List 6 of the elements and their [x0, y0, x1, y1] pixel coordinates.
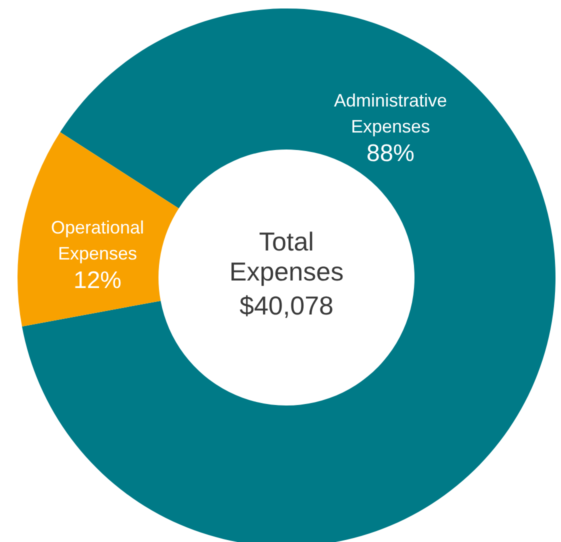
- data-label: 88%: [366, 140, 415, 167]
- slice-label: Administrative Expenses: [334, 90, 448, 136]
- text: $40,078: [240, 290, 334, 320]
- text: Total Expenses: [229, 226, 344, 286]
- slice-label: Operational Expenses: [50, 218, 144, 264]
- data-label: 12%: [73, 267, 122, 294]
